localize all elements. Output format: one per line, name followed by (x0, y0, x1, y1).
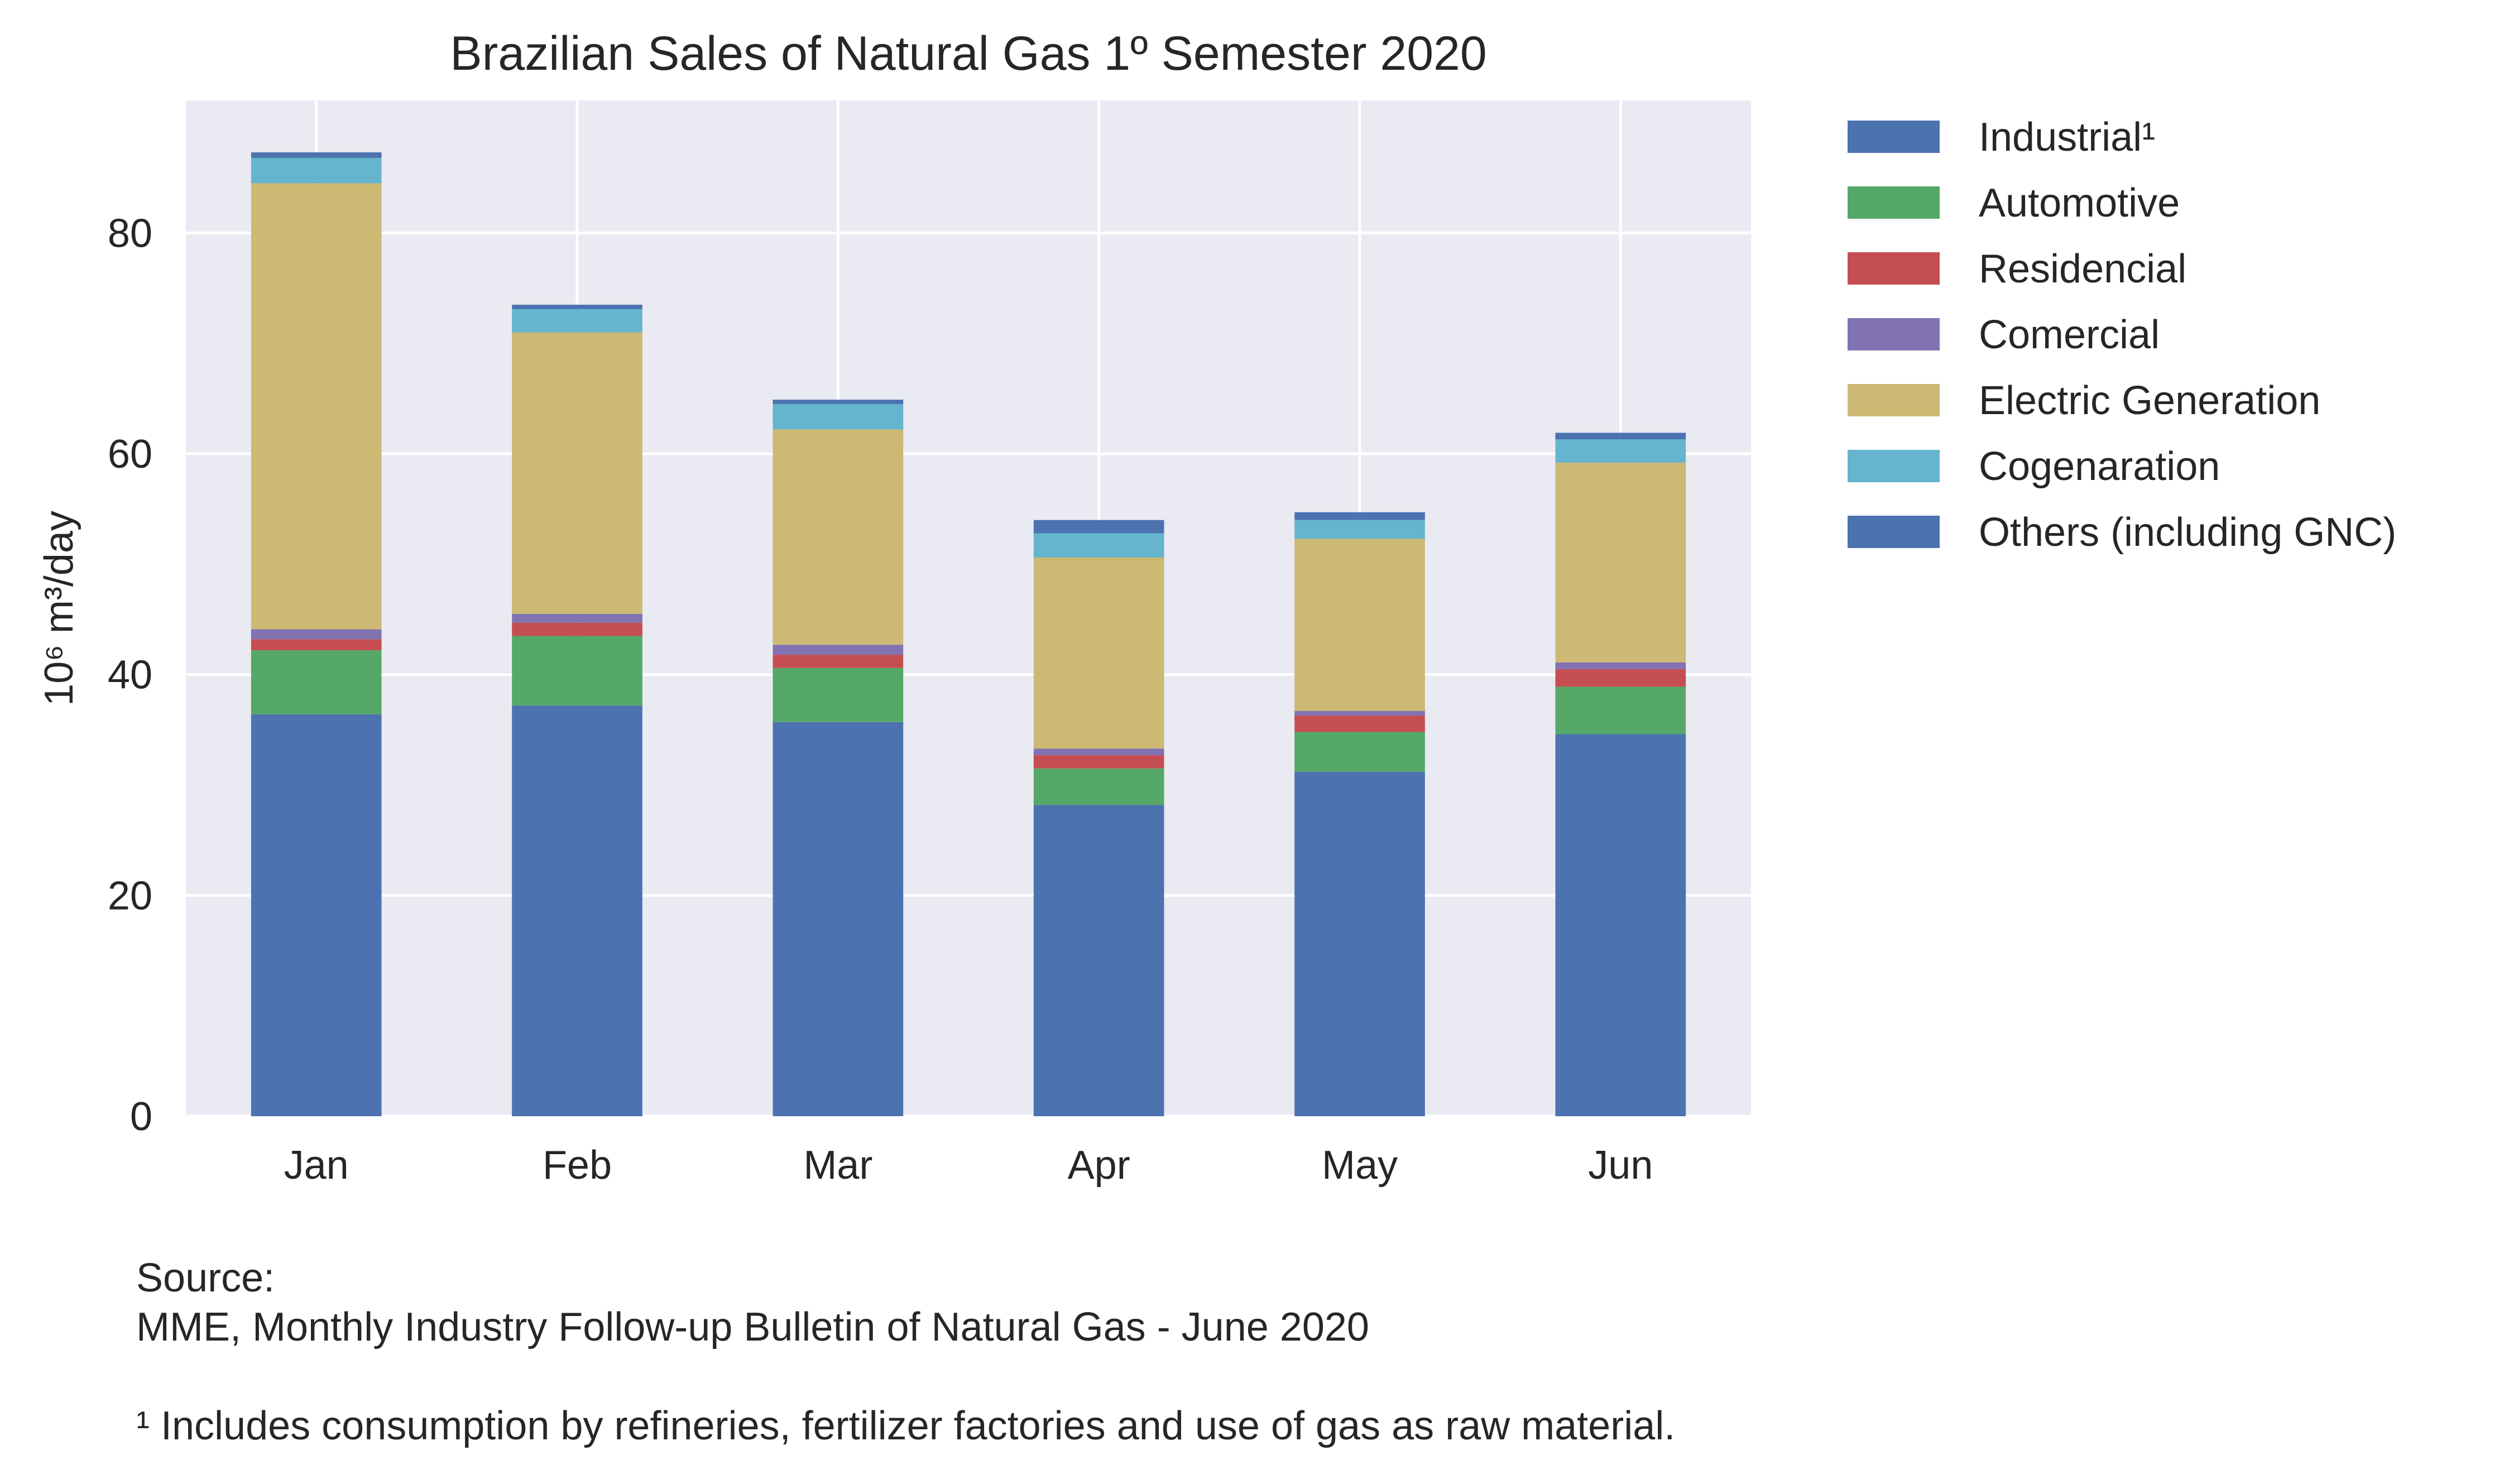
bar-segment-jun-6 (1555, 433, 1686, 440)
bar-segment-feb-1 (512, 636, 642, 706)
bar-segment-feb-5 (512, 309, 642, 333)
bar-segment-jan-3 (251, 629, 382, 640)
bar-segment-mar-0 (773, 722, 904, 1116)
legend-label: Industrial¹ (1979, 115, 2155, 160)
bar-segment-feb-3 (512, 613, 642, 623)
bar-segment-may-6 (1294, 512, 1425, 520)
bar-segment-mar-2 (773, 655, 904, 668)
bar-segment-may-1 (1294, 732, 1425, 772)
legend-swatch (1848, 186, 1940, 219)
x-tick-label: May (1322, 1143, 1398, 1188)
legend-swatch (1848, 252, 1940, 285)
source-text: MME, Monthly Industry Follow-up Bulletin… (136, 1305, 1369, 1349)
legend-label: Others (including GNC) (1979, 510, 2396, 555)
bar-segment-jan-0 (251, 714, 382, 1116)
x-tick-label: Mar (803, 1143, 872, 1188)
source-label: Source: (136, 1256, 275, 1300)
bar-segment-jun-1 (1555, 686, 1686, 734)
bar-segment-feb-6 (512, 304, 642, 309)
bar-segment-mar-5 (773, 404, 904, 430)
bar-segment-apr-6 (1033, 520, 1164, 534)
y-tick-label: 0 (130, 1094, 152, 1139)
bar-segment-jun-5 (1555, 439, 1686, 463)
bar-segment-jan-2 (251, 639, 382, 651)
x-tick-label: Jan (284, 1143, 349, 1188)
bar-segment-may-5 (1294, 520, 1425, 539)
bar-segment-mar-6 (773, 400, 904, 405)
bar-segment-jun-0 (1555, 734, 1686, 1116)
legend-label: Electric Generation (1979, 378, 2320, 423)
x-tick-label: Jun (1588, 1143, 1653, 1188)
bar-segment-apr-0 (1033, 805, 1164, 1116)
bar-segment-feb-0 (512, 705, 642, 1116)
x-tick-label: Feb (543, 1143, 612, 1188)
legend-swatch (1848, 516, 1940, 548)
footnote-text: ¹ Includes consumption by refineries, fe… (136, 1404, 1676, 1448)
bar-segment-apr-5 (1033, 533, 1164, 558)
bar-segment-jan-1 (251, 650, 382, 714)
bar-segment-mar-1 (773, 667, 904, 722)
chart-title: Brazilian Sales of Natural Gas 1º Semest… (450, 27, 1486, 80)
bar-segment-jan-5 (251, 157, 382, 184)
bar-segment-may-4 (1294, 539, 1425, 711)
bar-segment-mar-3 (773, 645, 904, 655)
bar-segment-apr-1 (1033, 768, 1164, 805)
y-tick-label: 60 (108, 432, 152, 477)
y-axis-label: 10⁶ m³/day (37, 511, 81, 706)
y-tick-label: 20 (108, 873, 152, 918)
bar-segment-may-3 (1294, 710, 1425, 715)
legend-swatch (1848, 318, 1940, 350)
y-tick-label: 80 (108, 211, 152, 256)
bar-segment-jan-6 (251, 152, 382, 158)
bar-segment-jun-2 (1555, 669, 1686, 687)
legend-swatch (1848, 121, 1940, 153)
bar-segment-mar-4 (773, 429, 904, 645)
bar-segment-apr-2 (1033, 755, 1164, 769)
x-tick-label: Apr (1068, 1143, 1130, 1188)
bar-segment-jan-4 (251, 183, 382, 630)
plot-background (186, 100, 1751, 1116)
bar-segment-apr-3 (1033, 748, 1164, 756)
legend-label: Residencial (1979, 247, 2186, 291)
legend-label: Automotive (1979, 181, 2180, 225)
bar-segment-feb-2 (512, 622, 642, 636)
bar-segment-jun-4 (1555, 462, 1686, 662)
bar-segment-may-0 (1294, 771, 1425, 1116)
legend-label: Comercial (1979, 313, 2160, 357)
bar-segment-may-2 (1294, 715, 1425, 732)
legend-label: Cogenaration (1979, 444, 2220, 489)
bar-segment-apr-4 (1033, 558, 1164, 749)
legend-swatch (1848, 384, 1940, 416)
legend-swatch (1848, 450, 1940, 482)
bar-segment-jun-3 (1555, 662, 1686, 669)
bar-segment-feb-4 (512, 332, 642, 614)
y-tick-label: 40 (108, 653, 152, 698)
